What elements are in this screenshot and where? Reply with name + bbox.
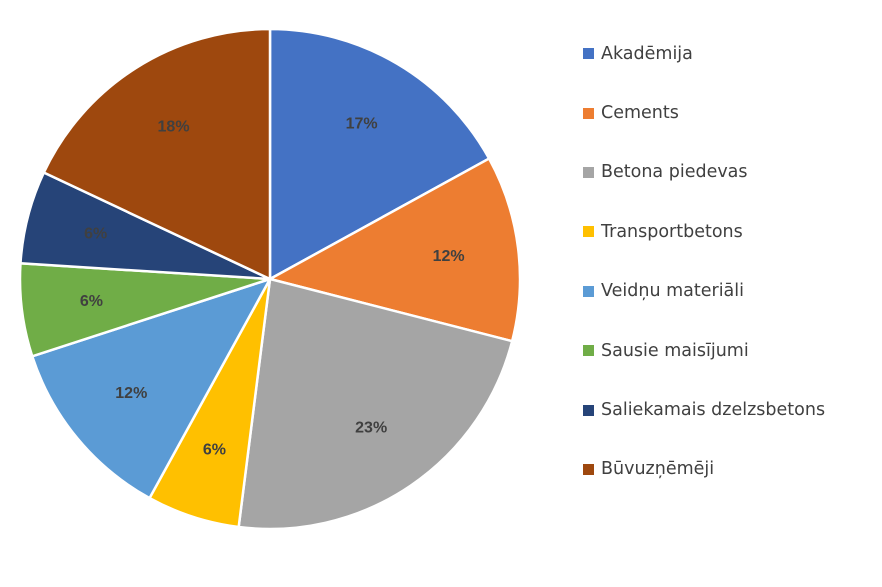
legend-item-buvuznemeji: Būvuzņēmēji [583,440,825,499]
legend-label: Saliekamais dzelzsbetons [601,400,826,421]
data-label-transportbetons: 6% [203,442,226,459]
data-label-akademija: 17% [346,116,378,133]
legend-item-cements: Cements [583,83,825,142]
legend-swatch [583,226,594,238]
pie-slice-buvuznemeji [42,27,272,281]
data-label-buvuznemeji: 18% [158,119,190,136]
legend-label: Cements [601,103,679,124]
legend-swatch [583,48,594,60]
legend-label: Būvuzņēmēji [601,459,715,480]
legend-item-betona-piedevas: Betona piedevas [583,143,825,202]
legend-swatch [583,404,594,416]
pie-slice-cements [266,156,522,343]
legend-label: Sausie maisījumi [601,340,749,361]
pie-chart: 17% 12% 23% 6% 12% 6% 6% 18% [18,27,522,531]
pie-slice-veidnu-materiali [30,276,273,500]
data-label-saliekamais-dzelzsbetons: 6% [84,226,107,243]
legend-label: Veidņu materiāli [601,281,744,302]
pie-slices [18,27,522,531]
legend-item-akademija: Akadēmija [583,24,825,83]
chart-legend: Akadēmija Cements Betona piedevas Transport… [583,24,825,499]
legend-swatch [583,107,594,119]
data-label-sausie-maisijumi: 6% [80,293,103,310]
data-label-betona-piedevas: 23% [355,419,387,436]
legend-swatch [583,463,594,475]
data-label-cements: 12% [433,248,465,265]
legend-item-veidnu-materiali: Veidņu materiāli [583,262,825,321]
pie-slice-betona-piedevas [237,277,514,531]
legend-item-transportbetons: Transportbetons [583,202,825,261]
legend-swatch [583,166,594,178]
legend-swatch [583,285,594,297]
pie-slice-akademija [268,27,491,282]
legend-label: Betona piedevas [601,162,748,183]
data-label-veidnu-materiali: 12% [115,385,147,402]
pie-data-labels: 17% 12% 23% 6% 12% 6% 6% 18% [80,116,465,459]
legend-item-sausie-maisijumi: Sausie maisījumi [583,321,825,380]
legend-swatch [583,345,594,357]
legend-item-saliekamais-dzelzsbetons: Saliekamais dzelzsbetons [583,380,825,439]
legend-label: Transportbetons [601,221,743,242]
legend-label: Akadēmija [601,43,693,64]
